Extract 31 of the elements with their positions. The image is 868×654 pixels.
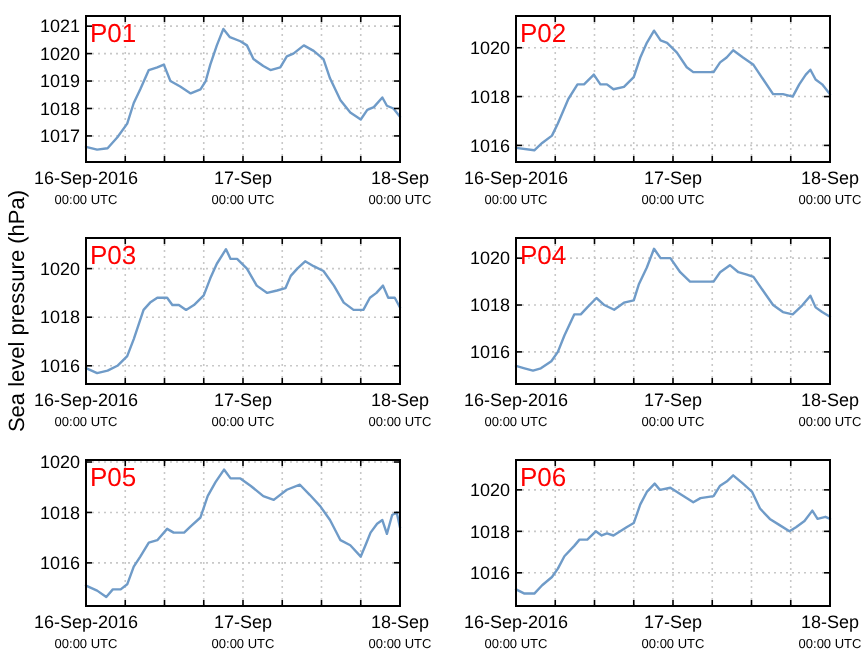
y-tick-label: 1019 <box>39 71 80 92</box>
y-tick-label: 1016 <box>469 135 510 156</box>
y-tick-label: 1016 <box>39 356 80 377</box>
line-series <box>84 27 402 151</box>
y-tick-label: 1018 <box>39 98 80 119</box>
chart-title: P02 <box>520 18 567 48</box>
y-tick-label: 1018 <box>469 521 510 542</box>
y-tick-label: 1018 <box>469 295 510 316</box>
y-tick-label: 1021 <box>39 16 80 37</box>
y-tick-label: 1020 <box>469 480 510 501</box>
line-series <box>84 247 402 375</box>
y-tick-label: 1016 <box>39 553 80 574</box>
chart-title: P01 <box>90 18 137 48</box>
line-series <box>84 468 402 599</box>
chart-title: P06 <box>520 462 567 492</box>
y-tick-label: 1016 <box>469 563 510 584</box>
y-tick-label: 1020 <box>469 248 510 269</box>
y-tick-label: 1018 <box>469 86 510 107</box>
y-axis-title: Sea level pressure (hPa) <box>6 189 30 433</box>
y-tick-label: 1016 <box>469 342 510 363</box>
line-series <box>514 247 832 372</box>
y-tick-label: 1018 <box>39 307 80 328</box>
y-tick-label: 1018 <box>39 502 80 523</box>
y-tick-label: 1020 <box>39 258 80 279</box>
chart-title: P04 <box>520 240 567 270</box>
y-tick-label: 1017 <box>39 126 80 147</box>
y-tick-label: 1020 <box>39 452 80 473</box>
chart-title: P05 <box>90 462 137 492</box>
y-tick-label: 1020 <box>469 38 510 59</box>
chart-title: P03 <box>90 240 137 270</box>
y-tick-label: 1020 <box>39 43 80 64</box>
